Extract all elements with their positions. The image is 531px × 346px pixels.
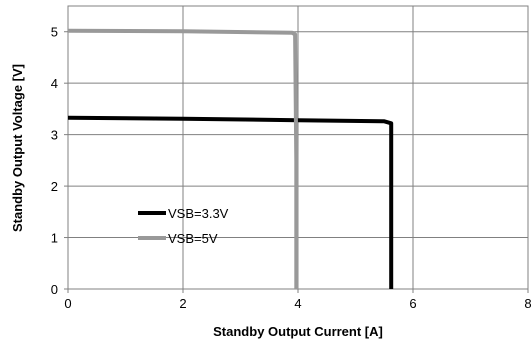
- series-layer: [67, 28, 394, 289]
- series-line-1: [67, 115, 394, 289]
- x-axis-title: Standby Output Current [A]: [213, 324, 383, 339]
- y-tick-label: 2: [51, 179, 58, 194]
- y-tick-label: 3: [51, 128, 58, 143]
- x-tick-label: 6: [409, 296, 416, 311]
- x-tick-label: 4: [294, 296, 301, 311]
- x-tick-labels: 0 2 4 6 8: [64, 296, 531, 311]
- x-tick-label: 0: [64, 296, 71, 311]
- y-tick-label: 5: [51, 25, 58, 40]
- y-tick-labels: 0 1 2 3 4 5: [51, 25, 58, 297]
- y-tick-label: 1: [51, 231, 58, 246]
- y-tick-label: 4: [51, 76, 58, 91]
- x-tick-label: 8: [524, 296, 531, 311]
- x-tick-label: 2: [179, 296, 186, 311]
- legend: VSB=3.3V VSB=5V: [138, 206, 229, 246]
- legend-label-2: VSB=5V: [168, 231, 218, 246]
- legend-label-1: VSB=3.3V: [168, 206, 229, 221]
- y-tick-label: 0: [51, 282, 58, 297]
- series-line-2: [67, 28, 299, 289]
- y-axis-title: Standby Output Voltage [V]: [10, 64, 25, 232]
